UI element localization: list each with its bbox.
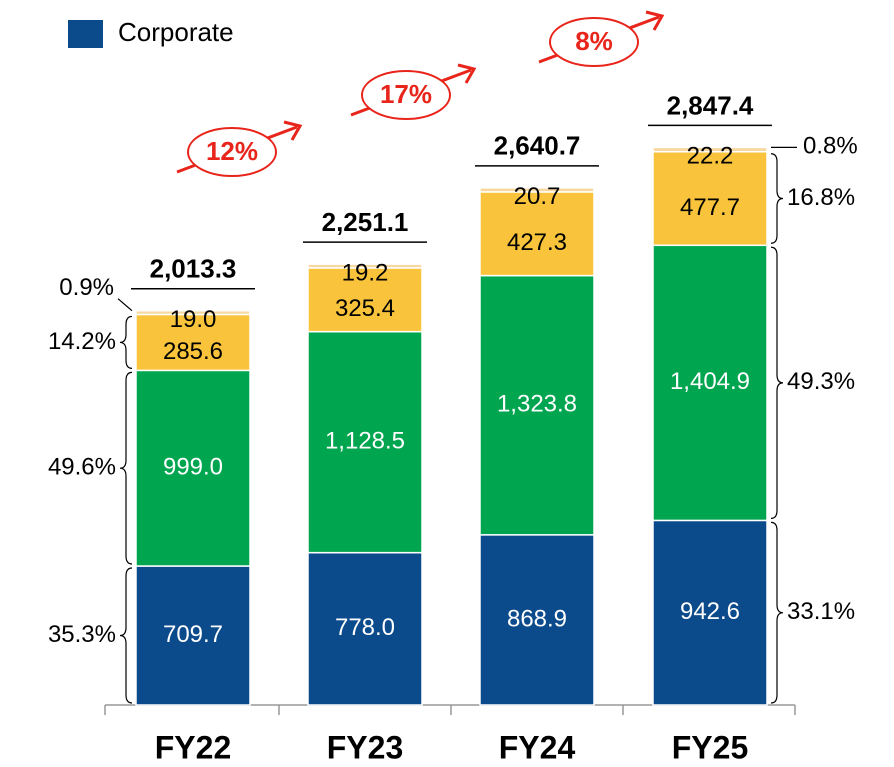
- bar-segment: [479, 274, 595, 536]
- total-label: 2,013.3: [150, 254, 237, 284]
- share-brace: [119, 315, 133, 369]
- value-label: 22.2: [687, 143, 734, 170]
- growth-badge: [549, 17, 639, 67]
- value-label: 19.2: [342, 260, 389, 287]
- value-label: 285.6: [163, 338, 223, 365]
- bar-segment: [652, 519, 768, 706]
- total-label: 2,251.1: [322, 207, 409, 237]
- bar-segment: [479, 534, 595, 706]
- bar-segment: [307, 330, 423, 554]
- value-label: 1,128.5: [325, 427, 405, 454]
- growth-badge: [187, 127, 277, 177]
- share-label: 33.1%: [787, 598, 855, 625]
- total-label: 2,847.4: [667, 90, 754, 120]
- legend-swatch: [68, 20, 103, 48]
- share-label: 0.9%: [59, 274, 114, 301]
- share-brace: [770, 246, 784, 520]
- share-label: 14.2%: [48, 328, 116, 355]
- bar-segment: [135, 369, 251, 567]
- value-label: 709.7: [163, 621, 223, 648]
- share-label: 49.3%: [787, 368, 855, 395]
- value-label: 778.0: [335, 614, 395, 641]
- bar-segment: [307, 551, 423, 706]
- growth-label: 17%: [380, 79, 432, 109]
- value-label: 477.7: [680, 194, 740, 221]
- x-tick-label: FY25: [672, 729, 748, 765]
- share-label: 16.8%: [787, 184, 855, 211]
- legend-label: Corporate: [118, 17, 234, 47]
- value-label: 19.0: [170, 306, 217, 333]
- bar-segment: [135, 313, 251, 372]
- value-label: 868.9: [507, 605, 567, 632]
- share-label: 35.3%: [48, 621, 116, 648]
- value-label: 1,323.8: [497, 391, 577, 418]
- share-brace: [119, 371, 133, 565]
- bar-segment: [307, 263, 423, 269]
- value-label: 1,404.9: [670, 368, 750, 395]
- growth-arrowhead: [645, 10, 665, 31]
- x-tick-label: FY22: [155, 729, 231, 765]
- share-brace: [770, 153, 784, 244]
- share-label: 49.6%: [48, 454, 116, 481]
- value-label: 942.6: [680, 598, 740, 625]
- growth-arrowhead: [457, 63, 477, 84]
- bar-segment: [652, 150, 768, 247]
- growth-label: 12%: [206, 136, 258, 166]
- growth-badge: [361, 70, 451, 120]
- share-brace: [770, 521, 784, 704]
- value-label: 999.0: [163, 454, 223, 481]
- share-label: 0.8%: [803, 133, 858, 160]
- growth-label: 8%: [575, 26, 613, 56]
- value-label: 325.4: [335, 295, 395, 322]
- x-tick-label: FY23: [327, 729, 403, 765]
- total-label: 2,640.7: [494, 131, 581, 161]
- growth-arrowhead: [283, 120, 303, 141]
- bar-segment: [479, 187, 595, 193]
- share-leader: [117, 298, 133, 312]
- bar-segment: [135, 309, 251, 316]
- bar-segment: [135, 565, 251, 706]
- value-label: 427.3: [507, 229, 567, 256]
- bar-segment: [652, 146, 768, 153]
- bar-segment: [652, 244, 768, 522]
- value-label: 20.7: [514, 183, 561, 210]
- share-brace: [119, 567, 133, 704]
- bar-segment: [307, 267, 423, 333]
- x-tick-label: FY24: [499, 729, 576, 765]
- bar-segment: [479, 191, 595, 277]
